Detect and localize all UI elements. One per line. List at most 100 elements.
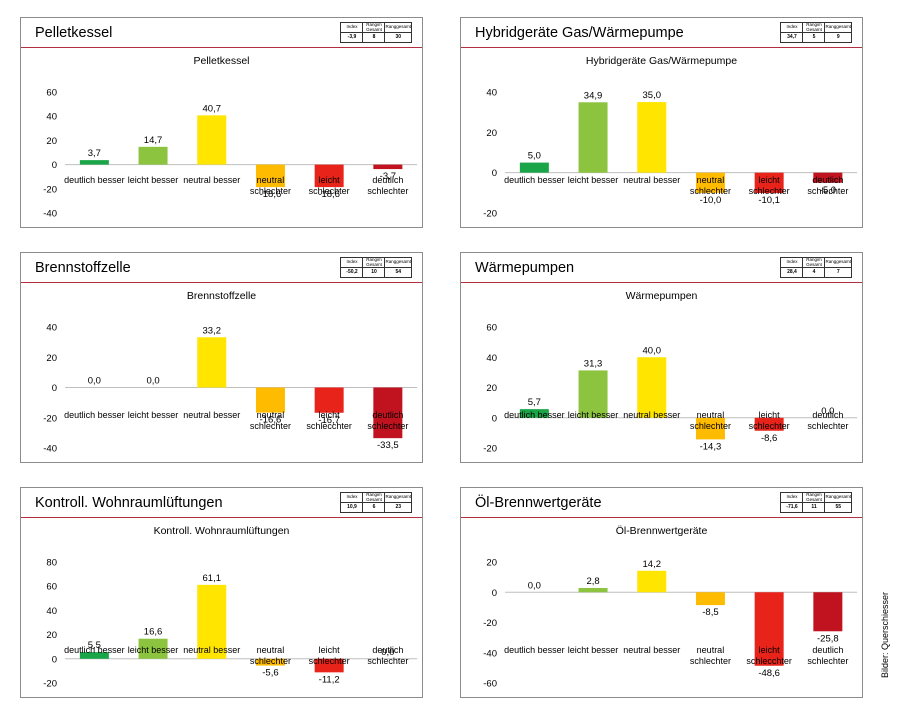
data-label: -10,1	[758, 195, 780, 206]
panel-divider	[21, 47, 422, 48]
data-label: 35,0	[643, 90, 662, 101]
bar	[314, 658, 344, 673]
bar	[373, 387, 403, 439]
x-category-label: deutlich besser	[504, 410, 565, 420]
x-category-label: deutlich besser	[64, 645, 125, 655]
x-category-label: leicht besser	[568, 410, 619, 420]
x-category-label: leicht schlecchter	[746, 645, 792, 666]
bar	[314, 164, 344, 188]
bar	[519, 409, 549, 418]
y-tick-label: 40	[46, 112, 57, 123]
data-label: 3,7	[88, 148, 101, 159]
data-label: 0,0	[146, 376, 159, 387]
chart-title: Wärmepumpen	[625, 290, 698, 302]
y-tick-label: 20	[486, 558, 497, 569]
y-tick-label: 0	[52, 383, 57, 394]
panel-title: Kontroll. Wohnraumlüftungen	[35, 495, 223, 511]
panel-divider	[461, 47, 862, 48]
bar	[138, 638, 168, 659]
y-tick-label: 20	[46, 353, 57, 364]
data-label: -8,5	[702, 607, 718, 618]
y-tick-label: 0	[52, 160, 57, 171]
data-label: 14,2	[643, 559, 662, 570]
bar	[813, 172, 843, 183]
data-label: 16,6	[144, 627, 163, 638]
stats-table: Index Rangim Gesamt Ranggesamt -71,6 11 55	[780, 492, 852, 513]
data-label: 14,7	[144, 135, 163, 146]
x-category-label: neutral schlechter	[690, 645, 731, 666]
stats-value-cell: 7	[824, 267, 852, 278]
y-tick-label: 20	[486, 383, 497, 394]
bar	[637, 102, 667, 173]
data-label: 0,0	[88, 376, 101, 387]
data-label: 0,0	[381, 647, 394, 658]
data-label: -16,6	[260, 415, 282, 426]
data-label: -18,6	[318, 189, 340, 200]
panel-title: Hybridgeräte Gas/Wärmepumpe	[475, 25, 684, 41]
bar	[138, 146, 168, 165]
chart-panel: Pelletkessel Index Rangim Gesamt Ranggesamt…	[20, 17, 423, 228]
bar	[314, 387, 344, 413]
stats-value-cell: 11	[802, 502, 826, 513]
y-tick-label: -20	[483, 209, 497, 220]
y-tick-label: -20	[43, 413, 57, 424]
y-tick-label: 60	[486, 323, 497, 334]
y-tick-label: 20	[486, 128, 497, 139]
x-category-label: neutral schlechter	[250, 645, 291, 666]
bar	[255, 658, 285, 666]
stats-value-cell: 10	[362, 267, 386, 278]
data-label: -14,3	[700, 441, 722, 452]
x-category-label: deutlich schlechter	[367, 175, 408, 196]
chart-panel: Wärmepumpen Index Rangim Gesamt Ranggesamt 2…	[460, 252, 863, 463]
chart-panel: Kontroll. Wohnraumlüftungen Index Rangim G…	[20, 487, 423, 698]
bar	[754, 592, 784, 666]
bar	[637, 357, 667, 418]
x-category-label: neutral schlechter	[250, 175, 291, 196]
panel-title: Wärmepumpen	[475, 260, 575, 276]
bar	[578, 370, 608, 418]
x-category-label: neutral schlechter	[690, 175, 731, 196]
stats-value-cell: 30	[384, 32, 412, 43]
y-tick-label: 60	[46, 582, 57, 593]
panel-title: Brennstoffzelle	[35, 260, 131, 276]
bar	[255, 164, 285, 188]
data-label: -48,6	[758, 668, 780, 679]
stats-value-cell: 4	[802, 267, 826, 278]
x-category-label: deutlich besser	[504, 175, 565, 185]
data-label: -5,0	[820, 185, 836, 196]
y-tick-label: -20	[43, 679, 57, 690]
data-label: -11,2	[319, 674, 340, 685]
bar	[79, 160, 109, 165]
x-category-label: neutral schlechter	[690, 410, 731, 431]
bar	[79, 652, 109, 659]
chart-title: Pelletkessel	[193, 55, 250, 67]
stats-table: Index Rangim Gesamt Ranggesamt 10,9 6 23	[340, 492, 412, 513]
bar	[197, 337, 227, 388]
stats-value-cell: 55	[824, 502, 852, 513]
bar	[578, 588, 608, 593]
x-category-label: leicht schlechter	[309, 175, 350, 196]
x-category-label: neutral besser	[183, 175, 240, 185]
chart-title: Öl-Brennwertgeräte	[615, 525, 708, 537]
data-label: 0,0	[821, 406, 834, 417]
bar	[695, 417, 725, 440]
data-label: -5,6	[262, 668, 278, 679]
x-category-label: leicht schlechter	[749, 175, 790, 196]
stats-table: Index Rangim Gesamt Ranggesamt -50,2 10 54	[340, 257, 412, 278]
chart-title: Kontroll. Wohnraumlüftungen	[153, 525, 290, 537]
x-category-label: deutlich besser	[64, 175, 125, 185]
y-tick-label: -20	[483, 444, 497, 455]
x-category-label: neutral besser	[183, 645, 240, 655]
x-category-label: leicht schlechter	[309, 645, 350, 666]
bar-chart: -20 0 20 40 60 5,7 deutlich besser 31,3 leicht b…	[483, 323, 858, 455]
data-label: 5,5	[88, 640, 101, 651]
x-category-label: neutral besser	[623, 410, 680, 420]
data-label: -33,5	[377, 440, 399, 451]
x-category-label: leicht schlecchter	[306, 410, 352, 431]
panel-header: Kontroll. Wohnraumlüftungen Index Rangim G…	[21, 488, 422, 518]
panel-divider	[21, 282, 422, 283]
bar	[197, 584, 227, 659]
x-category-label: neutral besser	[183, 410, 240, 420]
y-tick-label: 80	[46, 558, 57, 569]
